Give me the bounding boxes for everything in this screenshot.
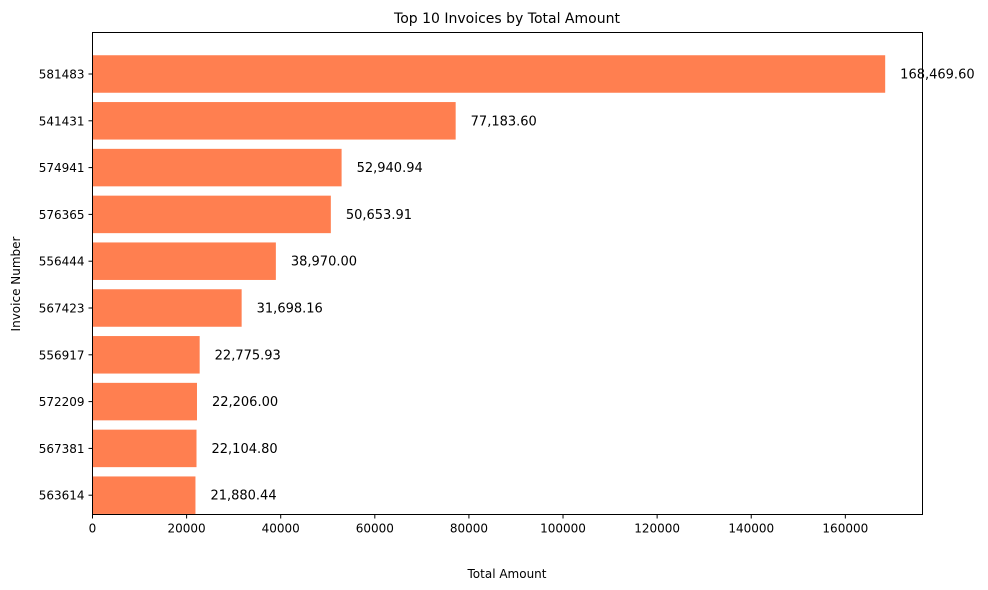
x-tick-label: 0 xyxy=(89,522,97,536)
y-tick-label: 556917 xyxy=(39,348,85,362)
y-tick-label: 563614 xyxy=(39,489,85,503)
y-tick-label: 572209 xyxy=(39,395,85,409)
y-tick-label: 541431 xyxy=(39,114,85,128)
y-tick-label: 576365 xyxy=(39,208,85,222)
bar-value-label: 21,880.44 xyxy=(210,489,276,504)
bar-value-label: 38,970.00 xyxy=(291,255,357,270)
bar-value-label: 52,940.94 xyxy=(357,161,423,176)
bar-value-label: 22,206.00 xyxy=(212,395,278,410)
bar-574941 xyxy=(92,148,342,187)
y-axis-label: Invoice Number xyxy=(9,236,23,331)
x-tick-label: 20000 xyxy=(168,522,206,536)
bar-556444 xyxy=(92,242,276,280)
bar-572209 xyxy=(92,382,197,421)
x-tick-label: 60000 xyxy=(356,522,394,536)
y-tick-label: 567381 xyxy=(39,442,85,456)
bar-581483 xyxy=(92,55,886,93)
chart-title: Top 10 Invoices by Total Amount xyxy=(393,11,620,27)
bars-group xyxy=(92,55,886,514)
bar-576365 xyxy=(92,195,331,234)
x-tick-label: 160000 xyxy=(822,522,868,536)
bar-value-label: 22,104.80 xyxy=(212,442,278,457)
x-tick-label: 40000 xyxy=(262,522,300,536)
bar-567381 xyxy=(92,429,197,468)
x-tick-label: 120000 xyxy=(634,522,680,536)
plot-frame xyxy=(92,32,923,515)
y-tick-label: 567423 xyxy=(39,302,85,316)
bar-value-label: 77,183.60 xyxy=(471,114,537,129)
x-tick-label: 100000 xyxy=(540,522,586,536)
bar-541431 xyxy=(92,102,456,140)
x-tick-label: 80000 xyxy=(450,522,488,536)
bar-value-label: 31,698.16 xyxy=(257,302,323,317)
bar-556917 xyxy=(92,336,200,374)
bar-567423 xyxy=(92,289,242,327)
y-tick-label: 581483 xyxy=(39,68,85,82)
y-tick-label: 574941 xyxy=(39,161,85,175)
x-axis-label: Total Amount xyxy=(467,567,547,581)
bar-value-labels: 168,469.60 77,183.60 52,940.94 50,653.91 38,… xyxy=(210,68,974,504)
bar-value-label: 22,775.93 xyxy=(215,348,281,363)
bar-563614 xyxy=(92,476,196,514)
bar-value-label: 50,653.91 xyxy=(346,208,412,223)
y-tick-label: 556444 xyxy=(39,255,85,269)
bar-value-label: 168,469.60 xyxy=(900,68,974,83)
y-axis-ticks: 581483 541431 574941 576365 556444 567423 5569… xyxy=(39,68,93,503)
x-axis-ticks: 0 20000 40000 60000 80000 100000 120000 140000 1… xyxy=(89,514,868,536)
x-tick-label: 140000 xyxy=(728,522,774,536)
